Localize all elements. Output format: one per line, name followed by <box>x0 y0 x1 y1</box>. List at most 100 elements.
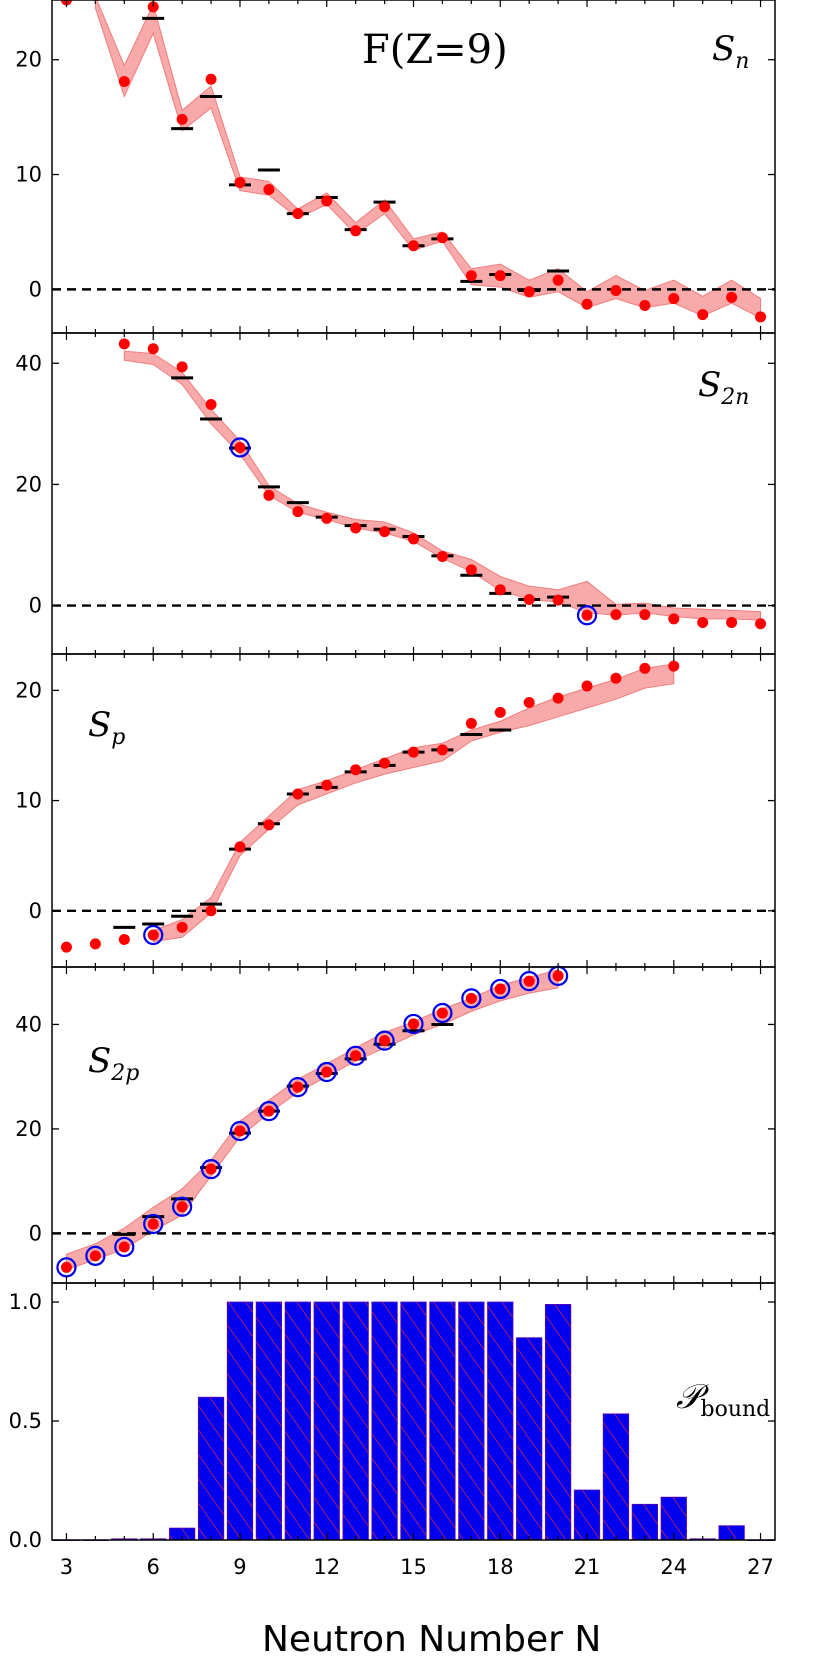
predicted-n16 <box>436 232 448 244</box>
predicted-n17 <box>465 564 477 576</box>
predicted-n11 <box>292 208 304 220</box>
predicted-n10 <box>263 1105 275 1117</box>
predicted-n20 <box>552 970 564 982</box>
ytick-label-S2p-1: 20 <box>15 1117 42 1141</box>
bar-n23 <box>631 1503 658 1541</box>
circled-n8 <box>200 1159 222 1180</box>
circled-n6 <box>143 924 164 946</box>
predicted-n4 <box>89 938 101 950</box>
plot-area-S2n <box>52 338 775 630</box>
bar-n21 <box>573 1489 601 1541</box>
predicted-n19 <box>523 975 535 987</box>
ytick-label-Sn-0: 0 <box>29 277 42 301</box>
bar-n24 <box>660 1496 687 1541</box>
predicted-n17 <box>465 270 477 282</box>
predicted-n7 <box>176 361 188 373</box>
panel-label-s2p: S2p <box>88 1041 139 1086</box>
predicted-n4 <box>89 1250 101 1262</box>
predicted-n8 <box>205 905 217 917</box>
xtick-label-0: 3 <box>60 1555 73 1579</box>
panel-s2p: S2p 0 20 40 <box>15 965 776 1284</box>
predicted-n14 <box>379 201 391 213</box>
predicted-n16 <box>436 550 448 562</box>
predicted-n19 <box>523 286 535 298</box>
predicted-n15 <box>408 240 419 252</box>
predicted-n3 <box>60 941 72 953</box>
ytick-label-S2n-1: 20 <box>15 472 42 496</box>
ytick-label-Sn-2: 20 <box>15 48 42 72</box>
ytick-label-S2p-2: 40 <box>15 1012 42 1036</box>
predicted-n20 <box>552 594 564 606</box>
predicted-n19 <box>523 593 535 605</box>
predicted-n5 <box>118 76 130 88</box>
predicted-n10 <box>263 183 275 195</box>
bar-n15 <box>400 1301 427 1541</box>
predicted-n15 <box>408 746 419 758</box>
predicted-n22 <box>610 672 622 684</box>
ytick-label-Sp-2: 20 <box>15 678 42 702</box>
circled-n7 <box>172 1196 193 1217</box>
predicted-n14 <box>379 1035 391 1047</box>
predicted-n9 <box>234 441 246 453</box>
predicted-n13 <box>350 225 362 237</box>
ytick-label-S2n-0: 0 <box>29 594 42 618</box>
predicted-n14 <box>379 757 391 769</box>
predicted-n18 <box>494 584 506 596</box>
bar-n20 <box>544 1304 572 1541</box>
predicted-n18 <box>494 983 506 995</box>
predicted-n24 <box>668 293 680 305</box>
panel-label-pbound: 𝒫bound <box>676 1377 770 1422</box>
predicted-n21 <box>581 680 593 692</box>
predicted-n5 <box>118 933 130 945</box>
predicted-n23 <box>639 609 651 621</box>
predicted-n13 <box>350 1050 362 1062</box>
circled-n12 <box>316 1061 337 1083</box>
plot-area-Sn <box>52 0 775 323</box>
circled-n16 <box>432 1002 453 1024</box>
predicted-n25 <box>697 617 709 629</box>
predicted-n17 <box>465 992 477 1004</box>
ytick-label-Pbound-0: 0.0 <box>9 1528 42 1552</box>
bar-n16 <box>429 1301 456 1541</box>
predicted-n15 <box>408 533 419 545</box>
predicted-n5 <box>118 1241 130 1253</box>
bar-n13 <box>342 1301 369 1541</box>
predicted-n25 <box>697 309 709 321</box>
ytick-label-Sn-1: 10 <box>15 163 42 187</box>
predicted-n7 <box>176 113 188 125</box>
circled-n9 <box>229 437 251 458</box>
predicted-n26 <box>726 291 738 303</box>
predicted-n9 <box>234 177 246 189</box>
predicted-n18 <box>494 270 506 282</box>
predicted-n10 <box>263 489 275 501</box>
predicted-n19 <box>523 696 535 708</box>
uncertainty-band-S2p <box>65 968 559 1271</box>
predicted-n11 <box>292 506 304 518</box>
ytick-label-Sp-1: 10 <box>15 789 42 813</box>
predicted-n12 <box>321 779 333 791</box>
predicted-n6 <box>147 343 159 355</box>
circled-n21 <box>576 605 598 626</box>
predicted-n18 <box>494 706 506 718</box>
circled-n9 <box>229 1120 251 1142</box>
predicted-n23 <box>639 299 651 311</box>
predicted-n10 <box>263 819 275 831</box>
circled-n13 <box>345 1045 366 1066</box>
predicted-n24 <box>668 660 680 672</box>
predicted-n20 <box>552 274 564 286</box>
predicted-n11 <box>292 1081 304 1093</box>
xtick-label-2: 9 <box>233 1555 246 1579</box>
predicted-n14 <box>379 526 391 538</box>
panel-label-s2n: S2n <box>698 365 749 410</box>
circled-n11 <box>287 1077 308 1098</box>
predicted-n26 <box>726 617 738 629</box>
bar-n14 <box>371 1301 398 1541</box>
circled-n10 <box>258 1101 279 1122</box>
bar-n18 <box>487 1301 514 1541</box>
predicted-n17 <box>465 717 477 729</box>
panel-label-sn: Sn <box>712 29 749 74</box>
predicted-n12 <box>321 512 333 524</box>
predicted-n20 <box>552 692 564 704</box>
uncertainty-band-S2n <box>123 350 762 621</box>
circled-n15 <box>403 1013 424 1035</box>
